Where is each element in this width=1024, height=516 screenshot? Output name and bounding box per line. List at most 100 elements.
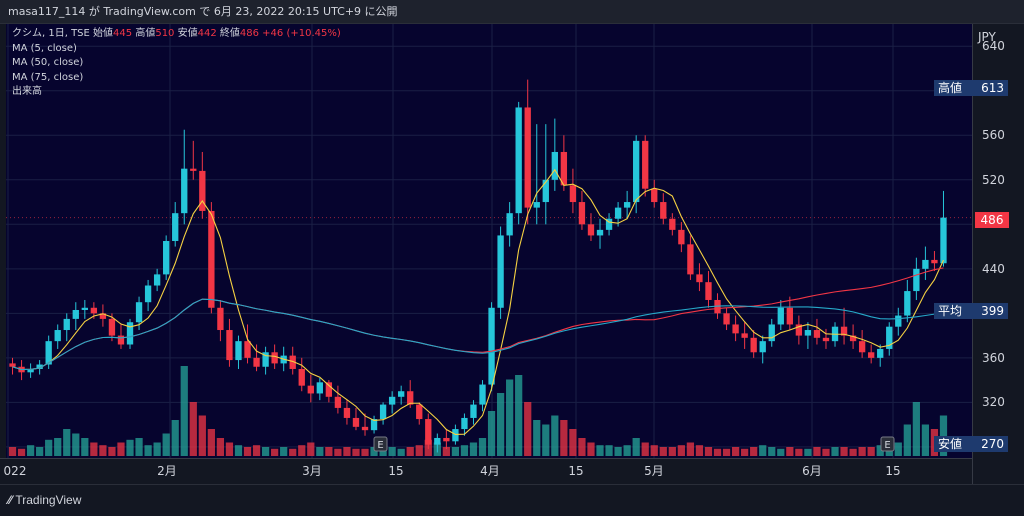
candle-body <box>416 404 423 420</box>
candle-body <box>533 202 540 208</box>
candle-body <box>443 437 450 442</box>
volume-bar <box>216 438 225 456</box>
candle-body <box>759 341 766 353</box>
legend-ma5[interactable]: MA (5, close) <box>12 42 77 54</box>
candle-body <box>669 218 676 230</box>
candle-body <box>795 324 803 336</box>
time-label: 15 <box>568 464 583 478</box>
candle-body <box>687 244 694 275</box>
candle-body <box>153 274 161 286</box>
candle-body <box>750 337 757 353</box>
candle-body <box>72 309 79 319</box>
volume-bar <box>533 420 541 456</box>
candle-body <box>334 396 342 408</box>
volume-bar <box>388 447 396 456</box>
volume-bar <box>894 442 902 456</box>
volume-bar <box>506 379 514 456</box>
volume-bar <box>271 448 279 456</box>
volume-bar <box>713 448 722 456</box>
volume-bar <box>768 447 776 456</box>
volume-bar <box>135 438 143 456</box>
candle-body <box>452 429 459 442</box>
volume-bar <box>695 445 704 456</box>
candle-body <box>289 355 296 369</box>
candle-body <box>235 341 242 361</box>
volume-bar <box>632 438 640 456</box>
ma50-line <box>12 267 944 371</box>
candle-body <box>578 202 586 225</box>
candle-body <box>895 315 902 327</box>
legend-ma75[interactable]: MA (75, close) <box>12 71 84 83</box>
candle-body <box>886 326 893 349</box>
candle-body <box>633 140 640 203</box>
volume-bar <box>280 447 288 456</box>
legend-volume[interactable]: 出来高 <box>12 86 42 97</box>
footer-bar <box>0 484 1024 516</box>
volume-bar <box>460 445 469 456</box>
volume-bar <box>822 448 830 456</box>
price-tick-label: 320 <box>982 395 1005 410</box>
volume-bar <box>515 375 523 456</box>
volume-bar <box>849 448 857 456</box>
candle-body <box>623 202 631 208</box>
candle-body <box>840 326 848 336</box>
volume-bar <box>605 445 613 456</box>
volume-bar <box>813 447 821 456</box>
legend-ma50[interactable]: MA (50, close) <box>12 57 84 68</box>
candle-body <box>470 404 477 418</box>
volume-bar <box>234 445 243 456</box>
time-axis[interactable] <box>0 458 972 485</box>
price-axis[interactable] <box>972 24 1024 484</box>
candle-body <box>868 352 875 358</box>
candle-body <box>714 299 721 314</box>
volume-bar <box>108 447 116 456</box>
time-label: 2月 <box>157 464 177 478</box>
candle-body <box>515 107 522 214</box>
volume-bar <box>198 415 206 456</box>
ma5-line <box>12 168 944 435</box>
close-label: 終値 <box>219 28 240 39</box>
volume-bar <box>795 448 803 456</box>
candle-body <box>560 151 568 186</box>
candle-body <box>931 259 938 264</box>
time-label: 6月 <box>802 464 822 478</box>
candles <box>9 79 947 453</box>
high-tag-value: 613 <box>981 81 1004 95</box>
earnings-marker-label: E <box>884 440 890 451</box>
open-label: 始値 <box>93 28 114 39</box>
volume-bar <box>939 415 948 456</box>
moving-averages <box>12 168 944 435</box>
volume-bar <box>81 438 89 456</box>
candle-body <box>135 302 143 323</box>
candle-body <box>90 307 98 314</box>
volume-bar <box>298 445 306 456</box>
candle-body <box>596 229 604 236</box>
candle-body <box>181 168 188 214</box>
candle-body <box>99 313 107 319</box>
candle-body <box>434 437 441 445</box>
candle-body <box>922 259 929 269</box>
low-label: 安値 <box>177 28 198 39</box>
candle-body <box>524 107 531 208</box>
volume-bar <box>397 448 405 456</box>
price-tick-label: 560 <box>982 128 1005 143</box>
volume-bar <box>469 442 478 456</box>
price-tick-label: 640 <box>982 39 1005 54</box>
volume-bar <box>144 445 152 456</box>
volume-bar <box>307 442 315 456</box>
candle-body <box>352 417 360 427</box>
candle-body <box>226 330 233 361</box>
tradingview-logo[interactable]: ⁄⁄ TradingView <box>8 493 81 507</box>
publish-header: masa117_114 が TradingView.com で 6月 23, 2… <box>0 0 1024 24</box>
average-tag: 平均 399 <box>934 303 1008 319</box>
candle-body <box>36 364 43 369</box>
volume-bar <box>487 411 496 456</box>
volume-bar <box>343 447 351 456</box>
candle-body <box>45 341 52 365</box>
candle-body <box>696 274 703 283</box>
candle-body <box>614 207 622 219</box>
candle-body <box>858 341 866 353</box>
candle-body <box>904 291 911 316</box>
